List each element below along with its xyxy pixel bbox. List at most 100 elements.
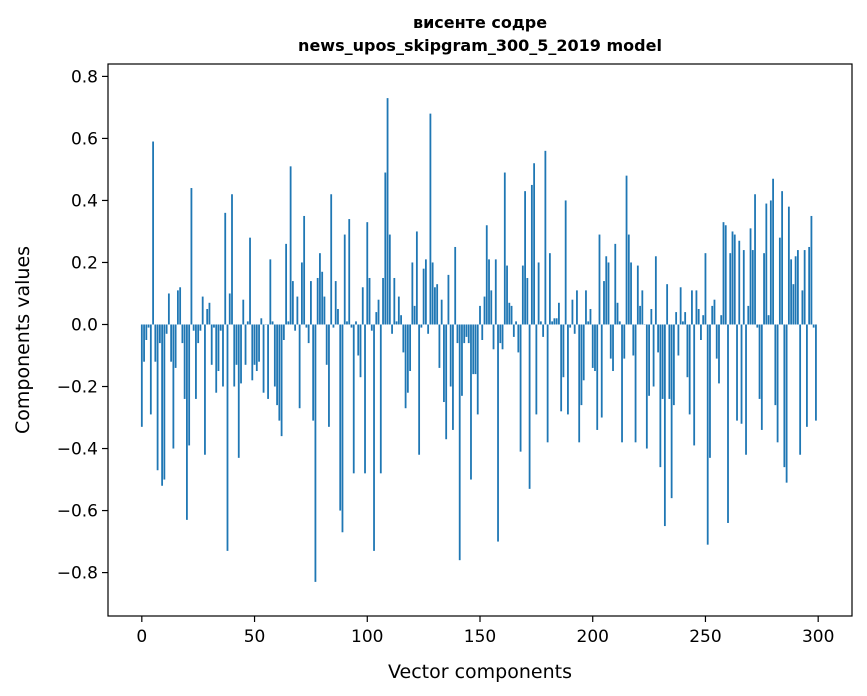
bar	[298, 324, 301, 409]
bar	[645, 324, 648, 449]
bar	[483, 296, 486, 325]
bar	[319, 253, 321, 325]
bar	[361, 287, 364, 325]
bar	[801, 290, 804, 325]
x-tick-label: 0	[136, 627, 147, 647]
bar	[172, 324, 175, 449]
bar	[648, 324, 650, 396]
bar	[289, 166, 292, 325]
bar	[195, 324, 197, 399]
bar	[262, 324, 265, 393]
bar	[625, 175, 628, 325]
bar	[612, 324, 614, 372]
bar	[404, 324, 407, 409]
bar	[379, 324, 382, 474]
bar	[251, 324, 254, 381]
bar	[727, 324, 729, 523]
bar	[449, 324, 452, 387]
bar	[693, 324, 696, 446]
bar	[427, 324, 430, 334]
bar	[210, 324, 213, 365]
bar	[636, 265, 639, 325]
bar	[470, 324, 472, 480]
bar	[395, 321, 398, 325]
bar	[713, 299, 716, 325]
bar	[334, 281, 337, 325]
bar	[436, 284, 439, 325]
bar	[521, 265, 524, 325]
bar	[474, 324, 477, 375]
bar	[307, 324, 310, 344]
bar	[623, 324, 626, 359]
y-tick-label: −0.4	[57, 440, 98, 460]
bar	[558, 302, 560, 325]
bar	[149, 324, 152, 415]
bar	[167, 293, 170, 325]
bar	[695, 290, 698, 325]
bar	[296, 296, 299, 325]
bar	[600, 324, 603, 418]
bar	[659, 324, 662, 468]
bar	[794, 256, 797, 325]
bar	[208, 302, 211, 325]
bar	[431, 262, 434, 325]
bar	[641, 290, 644, 325]
bar	[679, 287, 682, 325]
bar	[152, 141, 154, 325]
bar	[596, 324, 599, 430]
bar	[461, 324, 463, 396]
y-tick-label: 0.8	[71, 67, 98, 87]
bar	[199, 324, 202, 331]
bar	[312, 324, 315, 421]
bar	[551, 321, 554, 325]
bar	[515, 321, 517, 325]
bar	[605, 256, 608, 325]
bar	[321, 271, 324, 325]
bar	[237, 324, 240, 458]
bar	[373, 324, 375, 551]
bar	[386, 98, 389, 325]
bar	[382, 277, 384, 325]
bar	[388, 234, 391, 325]
bar	[413, 305, 416, 325]
bar	[634, 324, 637, 443]
bar	[508, 302, 511, 325]
bar	[310, 281, 312, 325]
bar	[352, 324, 355, 474]
bar	[661, 324, 664, 399]
bar	[772, 178, 774, 325]
bar	[803, 250, 806, 325]
chart-subtitle: news_upos_skipgram_300_5_2019 model	[298, 36, 662, 55]
bar	[796, 250, 799, 325]
bar	[668, 324, 671, 399]
bar	[808, 246, 811, 325]
bar	[291, 281, 294, 325]
bar	[555, 318, 558, 325]
bar	[276, 324, 278, 406]
bar	[783, 324, 786, 468]
bar	[467, 324, 470, 344]
bar	[524, 191, 526, 325]
bar	[260, 318, 263, 325]
bar	[240, 324, 242, 384]
bar	[224, 212, 227, 325]
bar	[652, 324, 655, 387]
bar	[422, 268, 425, 325]
bar	[447, 274, 450, 325]
bar	[806, 324, 808, 427]
bar	[697, 308, 700, 325]
x-tick-label: 300	[802, 627, 834, 647]
bar	[192, 324, 195, 331]
x-tick-label: 200	[577, 627, 609, 647]
bar	[472, 324, 475, 375]
bar	[328, 324, 330, 427]
bar	[499, 324, 502, 344]
bar	[481, 324, 484, 340]
bar	[188, 324, 191, 446]
bar	[587, 321, 590, 325]
bar	[249, 237, 251, 325]
y-tick-label: −0.6	[57, 502, 98, 522]
bar	[346, 321, 348, 325]
x-tick-label: 250	[689, 627, 721, 647]
bar	[400, 315, 402, 325]
